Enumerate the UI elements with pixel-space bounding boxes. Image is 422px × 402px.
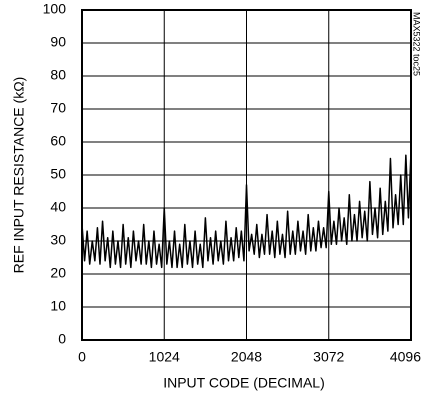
y-tick-label: 80 [50,67,66,83]
x-tick-label: 2048 [231,349,262,365]
data-line [81,151,412,269]
y-axis-label: REF INPUT RESISTANCE (kΩ) [11,77,27,274]
y-tick-label: 70 [50,100,66,116]
y-tick-label: 30 [50,232,66,248]
x-tick-label: 3072 [313,349,344,365]
x-tick-label: 1024 [149,349,180,365]
y-tick-label: 40 [50,199,66,215]
y-tick-label: 60 [50,133,66,149]
figure-code: MAX5322 toc25 [412,12,422,76]
y-tick-label: 0 [58,331,66,347]
y-tick-label: 100 [43,1,67,17]
y-tick-label: 10 [50,298,66,314]
y-tick-label: 50 [50,166,66,182]
y-tick-label: 90 [50,34,66,50]
x-axis-label: INPUT CODE (DECIMAL) [163,375,325,391]
plot-frame [81,9,412,341]
x-tick-label: 0 [78,349,86,365]
x-tick-label: 4096 [390,349,421,365]
y-tick-label: 20 [50,265,66,281]
